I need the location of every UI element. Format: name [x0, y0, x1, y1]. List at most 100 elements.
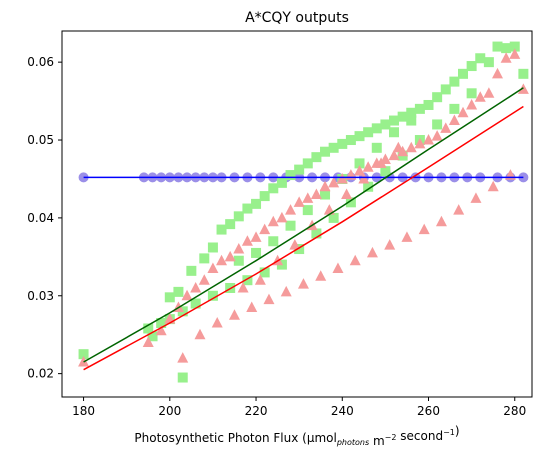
data-point — [181, 289, 193, 301]
data-point — [380, 166, 391, 177]
x-axis-label: Photosynthetic Photon Flux (µmolphotons … — [134, 424, 459, 448]
data-point — [207, 290, 218, 301]
data-point — [147, 331, 158, 342]
data-point — [250, 231, 262, 242]
y-tick-label: 0.02 — [27, 367, 54, 381]
data-point — [401, 231, 413, 242]
x-tick-label: 280 — [503, 404, 526, 418]
data-point — [78, 349, 89, 360]
data-point — [389, 127, 400, 138]
x-tick-label: 260 — [417, 404, 440, 418]
data-point — [431, 130, 443, 141]
data-point — [194, 328, 206, 340]
data-point — [354, 165, 366, 176]
data-point — [285, 204, 297, 215]
data-point — [233, 211, 244, 222]
data-point — [470, 192, 482, 203]
data-point — [177, 372, 188, 383]
data-point — [345, 135, 356, 146]
data-point — [332, 262, 344, 274]
data-point — [341, 188, 353, 200]
chart-title: A*CQY outputs — [245, 10, 349, 26]
data-point — [177, 352, 189, 363]
series-line — [83, 87, 524, 363]
data-point — [233, 243, 245, 254]
data-point — [406, 107, 417, 118]
x-tick-label: 220 — [245, 404, 268, 418]
data-point — [207, 262, 219, 274]
data-point — [362, 161, 374, 172]
data-point — [242, 203, 253, 214]
data-point — [337, 138, 348, 149]
data-point — [380, 119, 391, 130]
data-point — [237, 281, 249, 293]
data-point — [449, 103, 460, 114]
data-point — [328, 142, 339, 153]
data-point — [216, 254, 228, 266]
data-point — [448, 114, 460, 126]
data-point — [500, 52, 512, 63]
series-4 — [83, 87, 524, 363]
data-point — [406, 115, 417, 126]
data-point — [267, 215, 279, 227]
x-tick-label: 180 — [72, 404, 95, 418]
x-axis: 180 200 220 240 260 280 — [72, 397, 526, 418]
data-point — [311, 152, 322, 163]
data-point — [349, 254, 361, 266]
data-point — [466, 98, 478, 110]
data-point — [164, 292, 175, 303]
data-point — [143, 323, 154, 334]
data-point — [354, 131, 365, 142]
data-point — [156, 318, 167, 329]
data-point — [336, 172, 348, 184]
series-5 — [83, 105, 524, 371]
data-point — [509, 48, 521, 59]
data-point — [449, 76, 460, 87]
data-point — [233, 255, 244, 266]
data-point — [363, 127, 374, 138]
data-point — [375, 157, 387, 168]
data-point — [466, 61, 477, 72]
data-point — [241, 235, 253, 246]
data-point — [414, 103, 425, 114]
data-point — [207, 242, 218, 253]
y-tick-label: 0.04 — [27, 211, 54, 225]
data-point — [268, 236, 279, 247]
y-tick-label: 0.03 — [27, 289, 54, 303]
data-point — [302, 205, 313, 216]
data-point — [211, 317, 223, 328]
x-axis-label-part: m — [369, 434, 385, 448]
series-1 — [78, 41, 529, 383]
data-point — [276, 177, 287, 188]
data-point — [242, 275, 253, 286]
data-point — [228, 309, 240, 320]
data-point — [293, 196, 305, 207]
data-point — [501, 43, 512, 54]
data-point — [142, 336, 154, 347]
data-point — [216, 224, 227, 235]
data-point — [363, 181, 374, 192]
data-point — [285, 220, 296, 231]
data-point — [186, 265, 197, 276]
data-point — [458, 68, 469, 79]
data-point — [190, 298, 201, 309]
data-point — [345, 197, 356, 208]
data-point — [268, 183, 279, 194]
data-point — [483, 57, 494, 68]
data-point — [263, 293, 275, 305]
x-axis-label-part: Photosynthetic Photon Flux (µmol — [134, 431, 336, 445]
data-point — [289, 239, 301, 250]
x-tick-label: 200 — [158, 404, 181, 418]
data-point — [251, 247, 262, 258]
x-axis-label-part: −2 — [385, 433, 397, 442]
data-point — [405, 141, 417, 153]
x-axis-label-part: second — [396, 429, 443, 443]
data-point — [78, 172, 89, 183]
series-line — [83, 105, 524, 371]
y-tick-label: 0.05 — [27, 133, 54, 147]
data-point — [251, 198, 262, 209]
data-point — [259, 267, 270, 278]
data-point — [440, 84, 451, 95]
data-point — [285, 170, 296, 181]
